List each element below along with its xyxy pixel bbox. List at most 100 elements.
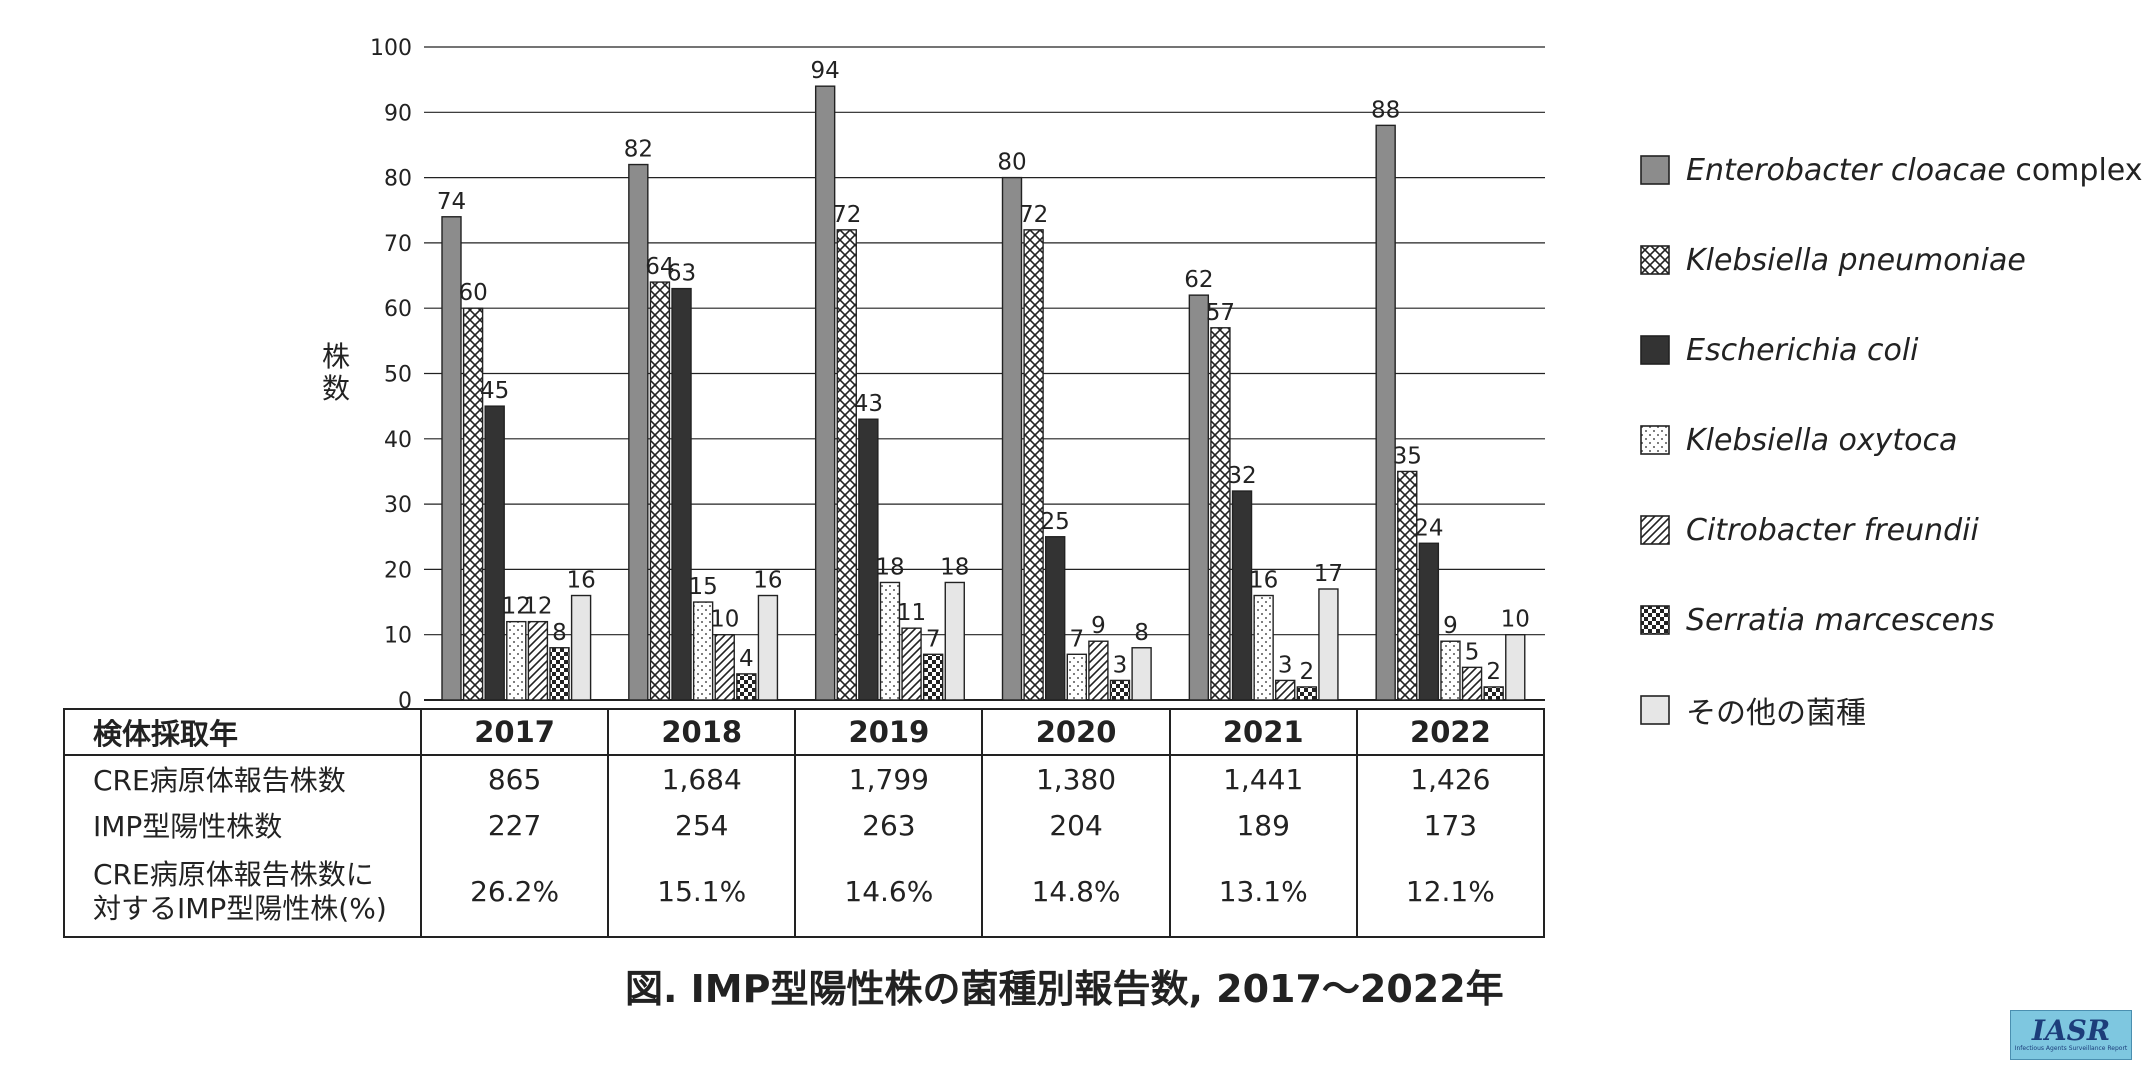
table-cell: 13.1%	[1168, 848, 1358, 938]
bar	[1088, 640, 1109, 701]
data-label: 12	[502, 594, 531, 620]
y-axis-label: 株数	[322, 340, 350, 405]
y-tick-label: 0	[398, 689, 412, 710]
y-tick-label: 30	[384, 493, 412, 518]
legend-label: Escherichia coli	[1686, 332, 1919, 368]
data-label: 62	[1184, 267, 1213, 293]
bar	[1023, 229, 1044, 701]
legend-item: Klebsiella pneumoniae	[1640, 215, 2142, 305]
legend-swatch	[1640, 695, 1670, 725]
data-label: 11	[897, 600, 926, 626]
bar	[462, 307, 484, 701]
y-tick-label: 40	[384, 428, 412, 453]
bar	[1131, 647, 1152, 701]
bar	[1210, 327, 1231, 701]
bar	[1275, 679, 1296, 701]
bar	[1253, 594, 1274, 701]
table-cell: 227	[419, 802, 610, 848]
data-label: 12	[523, 594, 552, 620]
table-cell: 189	[1168, 802, 1358, 848]
legend-item: Enterobacter cloacae complex	[1640, 125, 2142, 215]
y-tick-label: 10	[384, 624, 412, 649]
data-label: 16	[753, 568, 782, 594]
data-label: 80	[997, 150, 1026, 176]
data-label: 60	[458, 280, 487, 306]
data-label: 16	[1249, 568, 1278, 594]
table-cell: 204	[981, 802, 1171, 848]
legend-item: Klebsiella oxytoca	[1640, 395, 2142, 485]
bars	[441, 85, 1526, 701]
bar	[922, 653, 944, 701]
data-label: 57	[1206, 300, 1235, 326]
table-row-imp-positive: IMP型陽性株数 227 254 263 204 189 173	[63, 802, 1546, 848]
table-row-percentage: CRE病原体報告株数に 対するIMP型陽性株(%) 26.2% 15.1% 14…	[63, 848, 1546, 938]
bar	[1418, 542, 1440, 701]
y-tick-label: 70	[384, 232, 412, 257]
bar	[1044, 536, 1066, 701]
legend-label: Serratia marcescens	[1686, 602, 1995, 638]
bar	[649, 281, 671, 701]
data-label: 10	[1501, 607, 1530, 633]
bar	[441, 216, 462, 701]
bar	[1505, 634, 1526, 701]
data-label: 32	[1227, 463, 1256, 489]
y-axis-label-char: 株	[322, 340, 350, 373]
bar	[836, 229, 857, 701]
bar	[1461, 666, 1483, 701]
legend-label-suffix: complex	[2005, 152, 2143, 188]
data-label: 17	[1314, 561, 1343, 587]
data-label: 43	[854, 391, 883, 417]
data-label: 72	[1019, 202, 1048, 228]
data-label: 7	[1069, 626, 1084, 652]
data-label: 2	[1300, 659, 1315, 685]
legend-label: Klebsiella oxytoca	[1686, 422, 1958, 458]
table-cell: 254	[607, 802, 797, 848]
legend-swatch	[1640, 605, 1670, 635]
data-label: 16	[566, 568, 595, 594]
data-label: 82	[624, 137, 653, 163]
bar	[1318, 588, 1339, 701]
legend-item: Citrobacter freundii	[1640, 485, 2142, 575]
data-label: 72	[832, 202, 861, 228]
table-cell: 1,441	[1168, 755, 1358, 802]
data-label: 35	[1393, 443, 1422, 469]
data-label: 7	[926, 626, 941, 652]
table-cell: 865	[419, 755, 610, 802]
bar	[901, 627, 922, 701]
table-year: 2021	[1168, 708, 1358, 756]
table-cell: 1,426	[1355, 755, 1546, 802]
y-axis: 0 10 20 30 40 50 60 70 80 90 100	[370, 36, 412, 710]
data-label: 3	[1113, 652, 1128, 678]
logo-subtext: Infectious Agents Surveillance Report	[2014, 1045, 2128, 1052]
row-label: IMP型陽性株数	[63, 802, 422, 848]
data-label: 18	[875, 554, 904, 580]
data-label: 2	[1486, 659, 1501, 685]
iasr-logo: IASR Infectious Agents Surveillance Repo…	[2010, 1010, 2132, 1060]
data-label: 15	[688, 574, 717, 600]
legend-label: Enterobacter cloacae complex	[1686, 152, 2143, 188]
row-label-line2: 対するIMP型陽性株(%)	[93, 892, 387, 925]
data-label: 45	[480, 378, 509, 404]
row-label: CRE病原体報告株数に 対するIMP型陽性株(%)	[63, 848, 422, 938]
legend-item: その他の菌種	[1640, 665, 2142, 755]
y-tick-label: 50	[384, 363, 412, 388]
bar	[1066, 653, 1088, 701]
bar	[757, 594, 779, 701]
logo-text: IASR	[2031, 1014, 2111, 1047]
data-label: 88	[1371, 97, 1400, 123]
data-label: 24	[1414, 515, 1443, 541]
table-year: 2020	[981, 708, 1171, 756]
legend: Enterobacter cloacae complex Klebsiella p…	[1640, 125, 2142, 755]
table-cell: 26.2%	[419, 848, 610, 938]
legend-label: Klebsiella pneumoniae	[1686, 242, 2026, 278]
data-label: 94	[811, 58, 840, 84]
bar	[814, 85, 836, 701]
bar	[527, 620, 549, 701]
bar	[1483, 686, 1504, 701]
legend-item: Serratia marcescens	[1640, 575, 2142, 665]
bar	[1296, 686, 1318, 701]
legend-swatch	[1640, 155, 1670, 185]
table-cell: 14.6%	[794, 848, 984, 938]
table-cell: 14.8%	[981, 848, 1171, 938]
